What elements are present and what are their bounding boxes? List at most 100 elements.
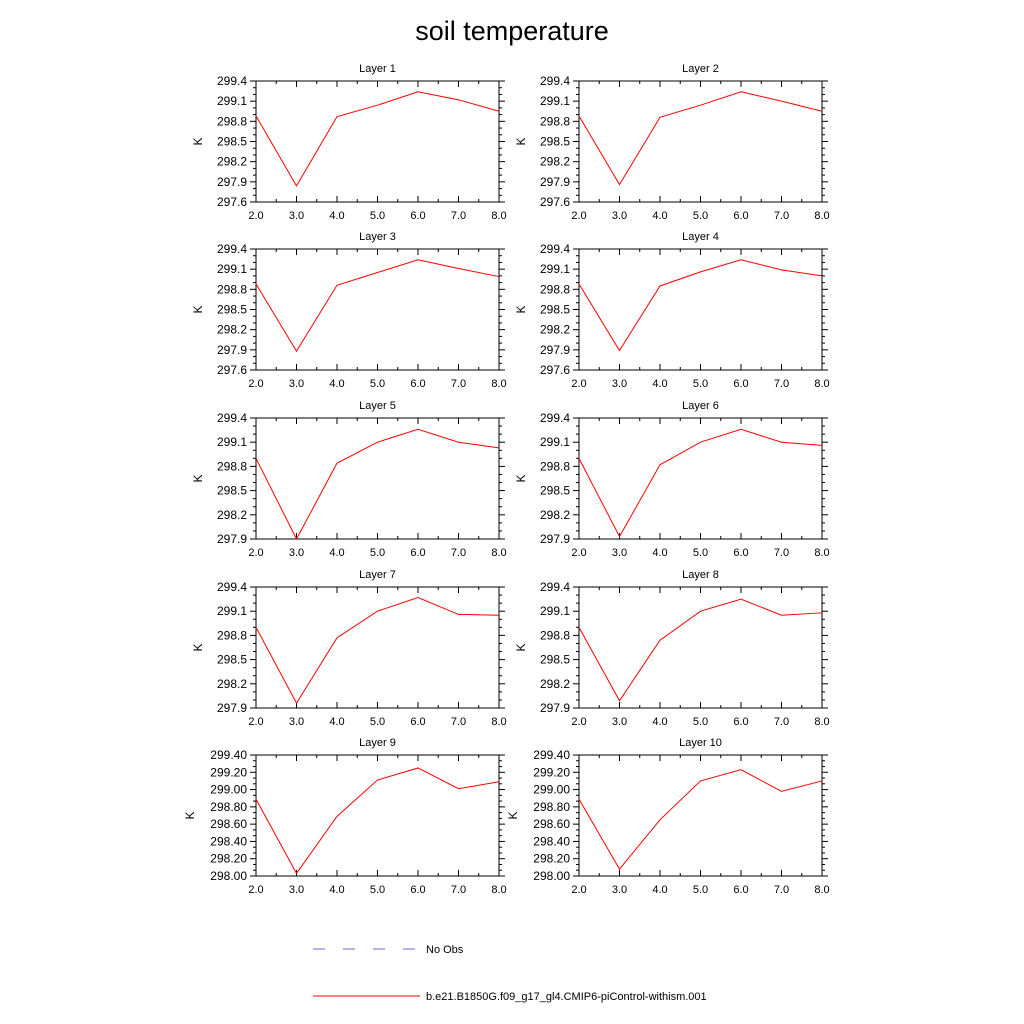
panel-title: Layer 8 [682, 569, 719, 581]
x-tick-label: 2.0 [248, 210, 263, 222]
plot-frame [255, 586, 500, 709]
y-tick-label: 299.4 [540, 74, 570, 88]
plot-frame [255, 754, 500, 877]
x-tick-label: 8.0 [491, 884, 506, 896]
x-tick-label: 7.0 [774, 884, 789, 896]
x-tick-label: 3.0 [289, 378, 304, 390]
series-line [578, 91, 823, 186]
x-tick-label: 4.0 [329, 378, 344, 390]
y-tick-label: 297.9 [540, 701, 570, 715]
x-tick-label: 8.0 [491, 210, 506, 222]
y-tick-label: 298.8 [540, 114, 570, 128]
x-tick-label: 4.0 [329, 547, 344, 559]
x-tick-label: 5.0 [693, 210, 708, 222]
y-tick-label: 298.8 [540, 459, 570, 473]
x-tick-label: 4.0 [652, 716, 667, 728]
y-tick-label: 298.5 [217, 484, 247, 498]
x-tick-label: 2.0 [248, 716, 263, 728]
x-tick-label: 4.0 [652, 210, 667, 222]
panel-title: Layer 6 [682, 400, 719, 412]
x-tick-label: 2.0 [571, 547, 586, 559]
y-tick-label: 299.00 [533, 783, 570, 797]
x-tick-label: 6.0 [733, 547, 748, 559]
x-tick-label: 3.0 [289, 547, 304, 559]
x-tick-label: 3.0 [612, 716, 627, 728]
x-tick-label: 4.0 [652, 547, 667, 559]
y-tick-label: 298.8 [217, 628, 247, 642]
panel-title: Layer 3 [359, 231, 396, 243]
y-tick-label: 297.9 [217, 532, 247, 546]
y-tick-label: 298.2 [217, 677, 247, 691]
y-tick-label: 298.8 [540, 628, 570, 642]
y-tick-label: 298.60 [533, 817, 570, 831]
y-tick-label: 298.60 [210, 817, 247, 831]
y-tick-label: 297.6 [540, 363, 570, 377]
y-axis-label: K [514, 305, 528, 313]
y-tick-label: 298.5 [540, 303, 570, 317]
x-tick-label: 2.0 [248, 547, 263, 559]
y-tick-label: 298.40 [533, 834, 570, 848]
y-tick-label: 299.20 [210, 765, 247, 779]
y-tick-label: 297.9 [540, 343, 570, 357]
x-tick-label: 2.0 [571, 884, 586, 896]
panel-2: Layer 2 2.0 3.0 4.0 5.0 6.0 7.0 8.0 297.6 297.9 29… [514, 63, 830, 222]
x-tick-label: 7.0 [774, 716, 789, 728]
panel-5: Layer 5 2.0 3.0 4.0 5.0 6.0 7.0 8.0 297.9 298.2 29… [191, 400, 507, 559]
x-tick-label: 6.0 [733, 378, 748, 390]
x-tick-label: 5.0 [370, 884, 385, 896]
x-tick-label: 3.0 [612, 210, 627, 222]
y-tick-label: 297.6 [217, 363, 247, 377]
y-axis-label: K [191, 643, 205, 651]
y-tick-label: 299.20 [533, 765, 570, 779]
x-tick-label: 8.0 [491, 716, 506, 728]
y-tick-label: 299.4 [217, 242, 247, 256]
y-axis-label: K [514, 137, 528, 145]
y-axis-label: K [183, 811, 197, 819]
x-tick-label: 2.0 [248, 378, 263, 390]
y-tick-label: 298.20 [210, 852, 247, 866]
y-tick-label: 299.4 [540, 580, 570, 594]
panel-title: Layer 4 [682, 231, 719, 243]
panel-title: Layer 1 [359, 63, 396, 75]
x-tick-label: 3.0 [289, 210, 304, 222]
y-tick-label: 297.9 [217, 701, 247, 715]
y-tick-label: 298.00 [210, 869, 247, 883]
panel-6: Layer 6 2.0 3.0 4.0 5.0 6.0 7.0 8.0 297.9 298.2 29… [514, 400, 830, 559]
series-line [578, 598, 823, 702]
panel-title: Layer 5 [359, 400, 396, 412]
x-tick-label: 7.0 [451, 716, 466, 728]
x-tick-label: 7.0 [451, 547, 466, 559]
x-tick-label: 8.0 [814, 378, 829, 390]
y-tick-label: 298.5 [217, 135, 247, 149]
series-line [255, 259, 500, 353]
x-tick-label: 7.0 [774, 210, 789, 222]
y-tick-label: 298.5 [217, 303, 247, 317]
y-tick-label: 298.2 [540, 155, 570, 169]
y-tick-label: 299.00 [210, 783, 247, 797]
panel-9: Layer 9 2.0 3.0 4.0 5.0 6.0 7.0 8.0 298.00 298.20… [183, 737, 507, 896]
x-tick-label: 4.0 [329, 884, 344, 896]
figure-title: soil temperature [415, 16, 609, 46]
y-tick-label: 299.4 [217, 411, 247, 425]
y-tick-label: 299.1 [540, 604, 570, 618]
x-tick-label: 3.0 [612, 884, 627, 896]
x-tick-label: 7.0 [451, 378, 466, 390]
y-tick-label: 298.5 [217, 653, 247, 667]
y-axis-label: K [191, 137, 205, 145]
y-tick-label: 297.9 [217, 343, 247, 357]
y-tick-label: 298.2 [540, 323, 570, 337]
y-tick-label: 297.9 [540, 175, 570, 189]
y-tick-label: 299.1 [540, 262, 570, 276]
x-tick-label: 5.0 [370, 716, 385, 728]
y-tick-label: 299.1 [217, 435, 247, 449]
panel-8: Layer 8 2.0 3.0 4.0 5.0 6.0 7.0 8.0 297.9 298.2 29… [514, 569, 830, 728]
series-line [578, 769, 823, 870]
panel-10: Layer 10 2.0 3.0 4.0 5.0 6.0 7.0 8.0 298.00 298.2… [506, 737, 830, 896]
plot-frame [578, 586, 823, 709]
y-tick-label: 298.2 [540, 677, 570, 691]
y-tick-label: 298.2 [217, 155, 247, 169]
y-tick-label: 299.4 [540, 242, 570, 256]
y-tick-label: 298.8 [217, 114, 247, 128]
y-tick-label: 297.9 [217, 175, 247, 189]
x-tick-label: 8.0 [491, 378, 506, 390]
